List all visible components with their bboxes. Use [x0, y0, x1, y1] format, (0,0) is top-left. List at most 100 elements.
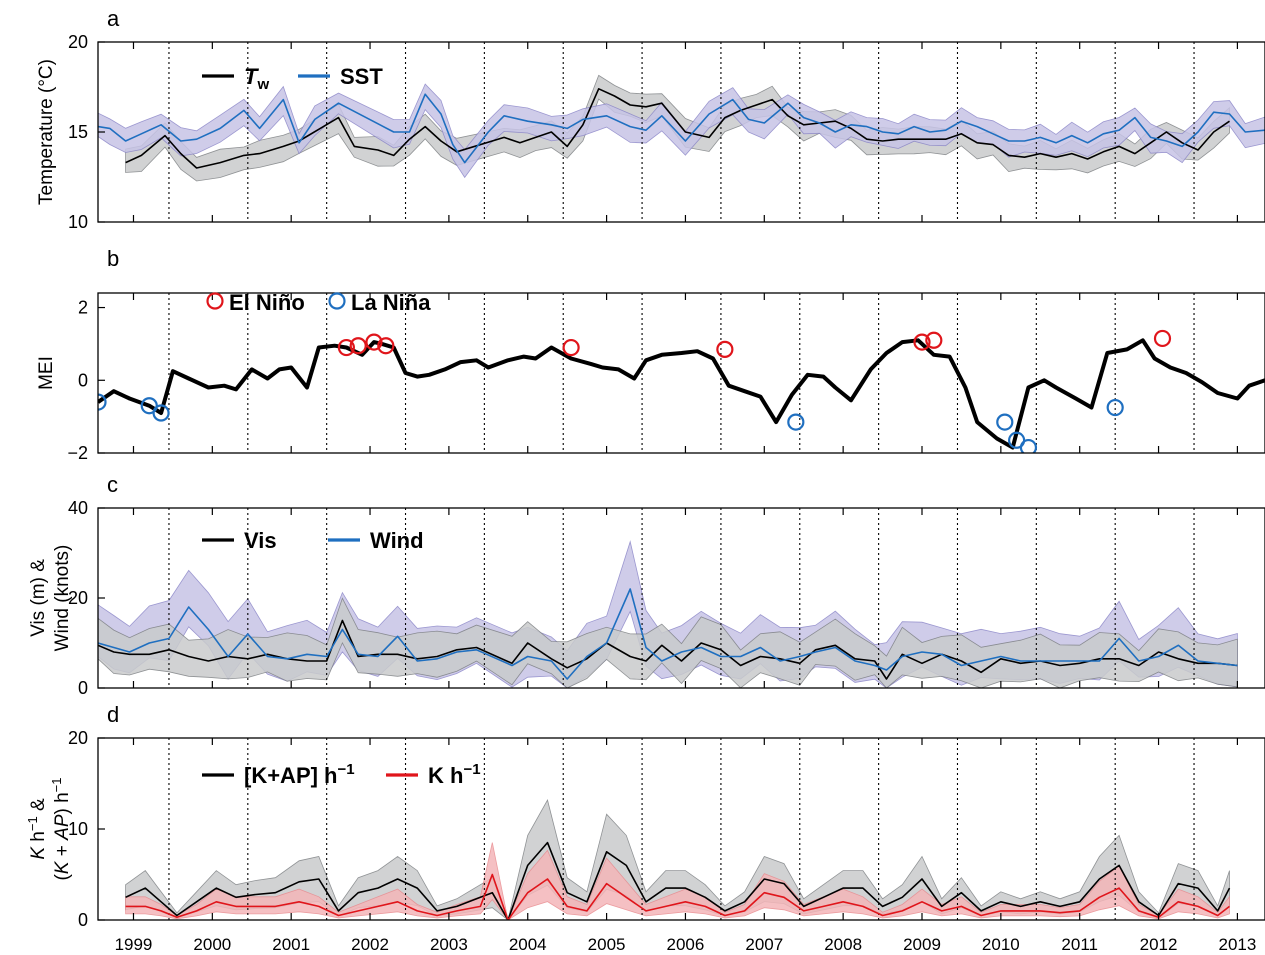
panel-label: b	[107, 246, 119, 271]
marker-El Niño	[349, 337, 367, 355]
y-label-part: −1	[49, 777, 64, 792]
y-tick-label: 0	[78, 370, 88, 390]
legend-label: Tw	[244, 64, 269, 93]
x-tick-label: 2010	[982, 935, 1020, 954]
x-tick-label: 2012	[1140, 935, 1178, 954]
legend-text: SST	[340, 64, 383, 89]
y-axis-label: Vis (m) & Wind (knots)	[28, 545, 73, 652]
legend-text: El Niño	[229, 290, 305, 315]
panel-label: d	[107, 702, 119, 727]
y-tick-label: 20	[68, 728, 88, 748]
line-SST	[98, 93, 1265, 164]
legend-text: K h	[428, 763, 463, 788]
plot-area	[98, 42, 1265, 222]
y-label-part: K	[28, 846, 49, 860]
panel-b: −2 0 2 b MEI El Niño La Niña	[36, 246, 1265, 463]
line-K h−1	[125, 873, 1230, 920]
axes-box	[97, 292, 1265, 454]
y-axis-label-line: (K + AP) h−1	[49, 777, 74, 880]
y-label-part: h	[28, 831, 49, 847]
y-axis-label: MEI	[36, 356, 57, 390]
x-tick-label: 2008	[824, 935, 862, 954]
legend-superscript: −1	[338, 761, 355, 778]
panel-c: 0 20 40 c Vis (m) & Wind (knots) Vis Wind	[28, 472, 1265, 698]
y-tick-label: 0	[78, 678, 88, 698]
legend-marker	[328, 292, 346, 310]
x-tick-label: 2005	[588, 935, 626, 954]
x-tick-label: 2003	[430, 935, 468, 954]
marker-El Niño	[562, 338, 580, 357]
y-tick-label: 40	[68, 498, 88, 518]
plot-area	[98, 293, 1265, 453]
marker-La Niña	[152, 404, 170, 422]
y-axis-label-text: MEI	[36, 356, 57, 390]
line-Wind	[98, 588, 1238, 680]
y-axis-label-line: Wind (knots)	[52, 545, 73, 652]
marker-La Niña	[787, 413, 805, 431]
marker-El Niño	[913, 333, 931, 351]
y-axis-label-line: K h−1 &	[25, 798, 50, 860]
panel-label: a	[107, 6, 120, 31]
x-tick-label: 2006	[667, 935, 705, 954]
x-tick-label: 1999	[115, 935, 153, 954]
legend-superscript: −1	[463, 761, 480, 778]
y-label-part: K	[52, 860, 73, 874]
legend-label: Wind	[370, 528, 424, 553]
x-tick-label: 2013	[1218, 935, 1256, 954]
panel-label: c	[107, 472, 118, 497]
legend-marker	[206, 292, 224, 310]
legend-subscript: w	[256, 76, 269, 93]
y-label-part: AP	[52, 814, 73, 841]
y-tick-label: 10	[68, 212, 88, 232]
legend-text: Vis	[244, 528, 277, 553]
marker-El Niño	[1153, 329, 1172, 348]
marker-El Niño	[365, 333, 383, 351]
y-label-part: +	[52, 840, 73, 862]
y-axis-label: Temperature (°C)	[36, 59, 57, 205]
band-SST	[98, 83, 1265, 179]
x-tick-label: 2002	[351, 935, 389, 954]
legend-text: Wind	[370, 528, 424, 553]
x-tick-label: 2007	[745, 935, 783, 954]
y-tick-label: 2	[78, 298, 88, 318]
y-tick-label: 15	[68, 122, 88, 142]
legend-text: T	[244, 64, 259, 89]
plot-area	[125, 738, 1231, 920]
legend-label: Vis	[244, 528, 277, 553]
legend: Vis Wind	[202, 528, 424, 553]
marker-La Niña	[1106, 398, 1124, 417]
y-tick-label: 0	[78, 910, 88, 930]
y-label-part: −1	[25, 816, 40, 831]
line-[K+AP] h−1	[125, 841, 1231, 920]
x-tick-label: 2000	[193, 935, 231, 954]
legend: El Niño La Niña	[206, 290, 431, 315]
marker-El Niño	[925, 331, 943, 349]
y-axis-label: K h−1 &(K + AP) h−1	[25, 777, 74, 880]
panel-d: 1999 2000 2001 2002 2003 2004 2005 2006 2007 2008…	[25, 702, 1265, 954]
legend-text: [K+AP] h	[244, 763, 338, 788]
y-label-part: ) h	[52, 792, 73, 814]
line-Tw	[125, 88, 1230, 169]
legend-label: SST	[340, 64, 383, 89]
legend-text: La Niña	[351, 290, 431, 315]
plot-area	[98, 508, 1238, 688]
legend-label: [K+AP] h−1	[244, 761, 355, 788]
x-tick-label: 2011	[1061, 935, 1098, 954]
y-tick-label: 20	[68, 32, 88, 52]
y-tick-label: 20	[68, 588, 88, 608]
y-label-part: (	[52, 874, 73, 881]
marker-La Niña	[98, 393, 107, 411]
marker-La Niña	[1019, 438, 1038, 453]
y-tick-label: 10	[68, 819, 88, 839]
x-tick-label: 2004	[509, 935, 547, 954]
y-axis-label-text: Temperature (°C)	[36, 59, 57, 205]
y-label-part: &	[28, 798, 49, 816]
marker-El Niño	[716, 340, 734, 358]
panel-a: 10 15 20 a Temperature (°C) Tw SST	[36, 6, 1265, 232]
marker-El Niño	[337, 338, 355, 357]
y-axis-label-line: Vis (m) &	[28, 559, 49, 637]
legend-label: K h−1	[428, 761, 481, 788]
legend: Tw SST	[202, 64, 383, 93]
legend-label: El Niño	[229, 290, 305, 315]
